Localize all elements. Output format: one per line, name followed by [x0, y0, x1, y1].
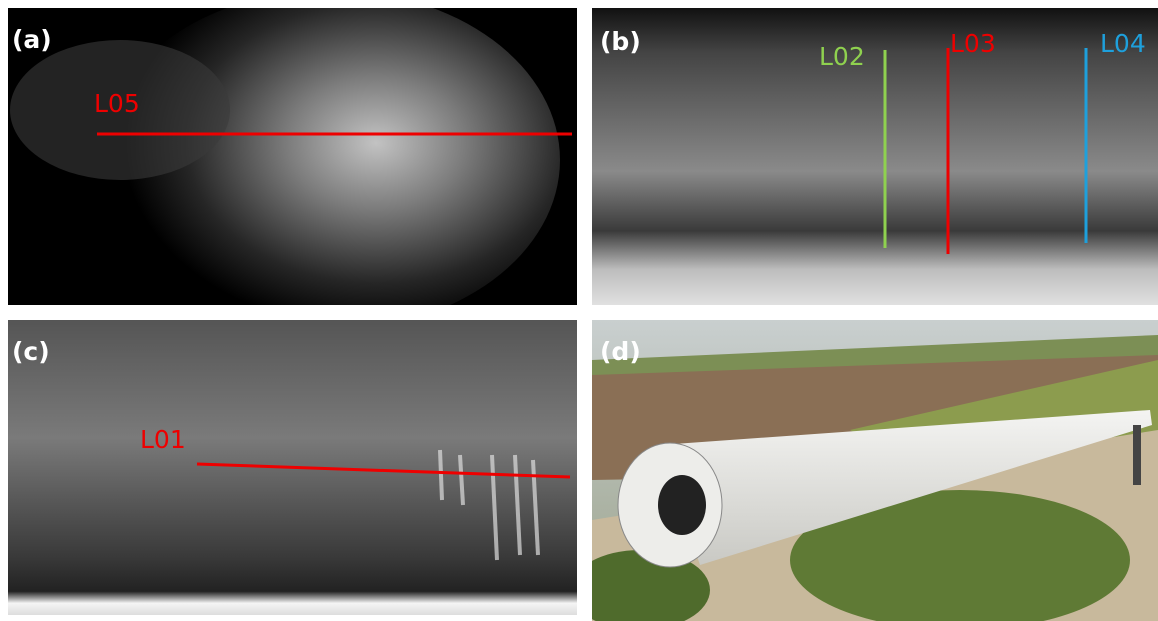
line-label: L01: [140, 425, 186, 454]
panel-d: (d): [570, 320, 1158, 621]
panel-label: (b): [600, 27, 641, 56]
panel-label: (a): [12, 25, 52, 54]
panel-b: (b) L02 L03 L04: [592, 8, 1158, 305]
panel-label: (d): [600, 337, 641, 366]
line-label: L02: [819, 42, 865, 71]
panel-label: (c): [12, 337, 50, 366]
panel-c: (c) L01: [8, 320, 577, 615]
figure: (a) L05 (b) L02 L03 L04 (c) L01: [0, 0, 1158, 621]
line-label: L05: [94, 89, 140, 118]
panel-a: (a) L05: [8, 0, 577, 330]
line-label: L03: [950, 29, 996, 58]
line-label: L04: [1100, 29, 1146, 58]
